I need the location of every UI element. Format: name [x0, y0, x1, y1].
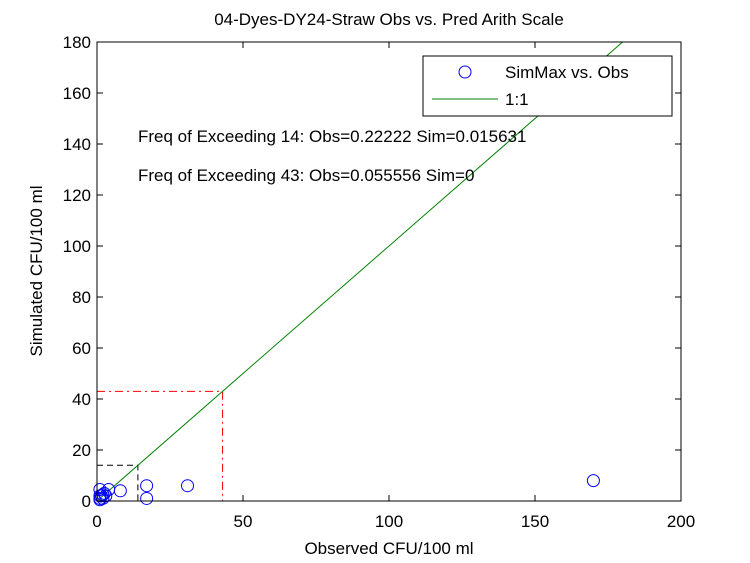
y-tick-label: 20 — [72, 441, 91, 460]
y-tick-label: 80 — [72, 288, 91, 307]
scatter-point — [586, 474, 600, 488]
legend-marker-simmax — [458, 65, 472, 79]
y-tick-label: 0 — [82, 492, 91, 511]
x-tick-label: 0 — [92, 512, 101, 531]
y-tick-label: 180 — [63, 33, 91, 52]
x-tick-label: 50 — [234, 512, 253, 531]
legend: SimMax vs. Obs 1:1 — [422, 55, 673, 117]
y-axis-label: Simulated CFU/100 ml — [27, 185, 46, 356]
y-tick-label: 160 — [63, 84, 91, 103]
scatter-point — [94, 489, 108, 503]
scatter-point — [113, 484, 127, 498]
y-tick-label: 40 — [72, 390, 91, 409]
y-tick-label: 100 — [63, 237, 91, 256]
scatter-point — [140, 479, 154, 493]
scatter-point — [181, 479, 195, 493]
scatter-point — [140, 491, 154, 505]
y-tick-label: 140 — [63, 135, 91, 154]
x-tick-label: 200 — [667, 512, 695, 531]
x-axis-label: Observed CFU/100 ml — [304, 539, 473, 558]
y-tick-label: 120 — [63, 186, 91, 205]
annotation-freq-43: Freq of Exceeding 43: Obs=0.055556 Sim=0 — [138, 166, 474, 185]
y-tick-label: 60 — [72, 339, 91, 358]
reference-line-43 — [97, 390, 224, 501]
scatter-point — [97, 486, 111, 500]
annotation-freq-14: Freq of Exceeding 14: Obs=0.22222 Sim=0.… — [138, 127, 526, 146]
chart-title: 04-Dyes-DY24-Straw Obs vs. Pred Arith Sc… — [214, 10, 564, 29]
scatter-point — [93, 491, 107, 505]
scatter-point — [99, 489, 113, 503]
x-tick-label: 150 — [521, 512, 549, 531]
x-tick-label: 100 — [375, 512, 403, 531]
legend-label-simmax: SimMax vs. Obs — [505, 63, 629, 82]
legend-label-1to1: 1:1 — [505, 90, 529, 109]
